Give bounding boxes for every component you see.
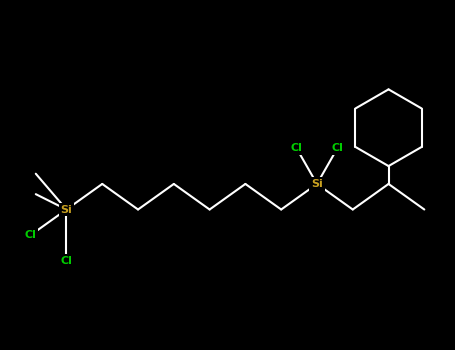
Text: Cl: Cl bbox=[332, 143, 344, 153]
Text: Si: Si bbox=[61, 204, 72, 215]
Text: Cl: Cl bbox=[61, 256, 72, 266]
Text: Si: Si bbox=[311, 179, 323, 189]
Text: Cl: Cl bbox=[25, 230, 36, 240]
Text: Cl: Cl bbox=[291, 143, 303, 153]
